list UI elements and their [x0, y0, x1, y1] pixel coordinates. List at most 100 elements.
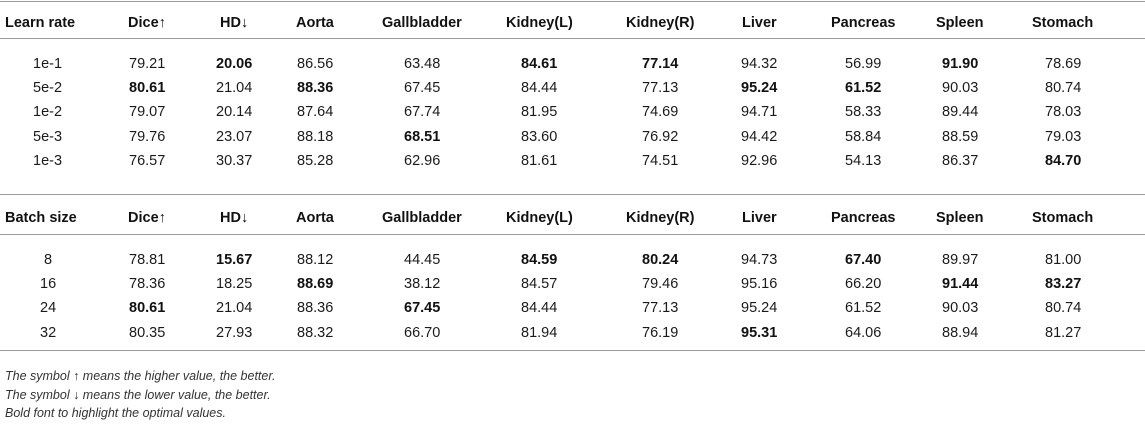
column-header: Liver: [742, 15, 777, 31]
section-header-label: Batch size: [5, 210, 77, 226]
table-cell: 81.95: [521, 104, 558, 120]
table-cell: 67.45: [404, 80, 441, 96]
table-cell: 76.57: [129, 153, 166, 169]
table-cell: 54.13: [845, 153, 882, 169]
column-header: Kidney(L): [506, 15, 573, 31]
table-cell: 15.67: [216, 252, 253, 268]
header-rule: [0, 38, 1145, 39]
table-cell: 83.60: [521, 129, 558, 145]
row-key: 16: [40, 276, 57, 292]
section-header-label: Learn rate: [5, 15, 76, 31]
table-cell: 95.24: [741, 80, 778, 96]
table-cell: 88.18: [297, 129, 334, 145]
table-cell: 92.96: [741, 153, 778, 169]
table-cell: 79.03: [1045, 129, 1082, 145]
table-cell: 80.61: [129, 80, 166, 96]
table-cell: 80.35: [129, 325, 166, 341]
row-key: 1e-1: [33, 56, 63, 72]
table-cell: 88.59: [942, 129, 979, 145]
note-line: The symbol ↓ means the lower value, the …: [5, 387, 271, 402]
column-header: Stomach: [1032, 15, 1094, 31]
table-cell: 78.81: [129, 252, 166, 268]
table-cell: 78.03: [1045, 104, 1082, 120]
table-cell: 81.27: [1045, 325, 1082, 341]
row-key: 5e-3: [33, 129, 63, 145]
table-cell: 78.69: [1045, 56, 1082, 72]
table-cell: 94.73: [741, 252, 778, 268]
table-cell: 95.24: [741, 300, 778, 316]
note-line: Bold font to highlight the optimal value…: [5, 406, 226, 420]
column-header: Aorta: [296, 210, 334, 226]
table-cell: 80.61: [129, 300, 166, 316]
table-cell: 91.44: [942, 276, 979, 292]
table-cell: 86.37: [942, 153, 979, 169]
table-cell: 81.00: [1045, 252, 1082, 268]
table-cell: 76.19: [642, 325, 679, 341]
note-line: The symbol ↑ means the higher value, the…: [5, 369, 276, 383]
table-cell: 66.20: [845, 276, 882, 292]
table-cell: 84.44: [521, 300, 558, 316]
column-header: Dice↑: [128, 15, 166, 31]
table-cell: 79.46: [642, 276, 679, 292]
row-key: 32: [40, 325, 57, 341]
table-cell: 88.36: [297, 80, 334, 96]
column-header: Kidney(R): [626, 210, 695, 226]
table-cell: 67.45: [404, 300, 441, 316]
table-cell: 68.51: [404, 129, 441, 145]
table-cell: 86.56: [297, 56, 334, 72]
column-header: Spleen: [936, 210, 984, 226]
column-header: Spleen: [936, 15, 984, 31]
table-cell: 61.52: [845, 80, 882, 96]
row-key: 5e-2: [33, 80, 63, 96]
table-cell: 88.32: [297, 325, 334, 341]
table-cell: 74.69: [642, 104, 679, 120]
table-cell: 94.42: [741, 129, 778, 145]
table-notes: The symbol ↑ means the higher value, the…: [5, 367, 276, 423]
table-cell: 74.51: [642, 153, 679, 169]
table-cell: 95.31: [741, 325, 778, 341]
column-header: Liver: [742, 210, 777, 226]
table-cell: 21.04: [216, 80, 253, 96]
table-cell: 84.59: [521, 252, 558, 268]
table-cell: 67.74: [404, 104, 441, 120]
table-bottom-rule: [0, 350, 1145, 351]
table-cell: 87.64: [297, 104, 334, 120]
table-cell: 95.16: [741, 276, 778, 292]
table-cell: 88.12: [297, 252, 334, 268]
table-cell: 80.24: [642, 252, 679, 268]
table-cell: 62.96: [404, 153, 441, 169]
table-cell: 81.94: [521, 325, 558, 341]
row-key: 1e-2: [33, 104, 63, 120]
table-cell: 77.13: [642, 80, 679, 96]
column-header: Aorta: [296, 15, 334, 31]
table-cell: 79.21: [129, 56, 166, 72]
table-cell: 67.40: [845, 252, 882, 268]
table-cell: 77.13: [642, 300, 679, 316]
row-key: 1e-3: [33, 153, 63, 169]
table-cell: 18.25: [216, 276, 253, 292]
column-header: Dice↑: [128, 210, 166, 226]
row-key: 8: [44, 252, 53, 268]
table-cell: 30.37: [216, 153, 253, 169]
table-cell: 80.74: [1045, 80, 1082, 96]
table-cell: 79.76: [129, 129, 166, 145]
table-cell: 94.71: [741, 104, 778, 120]
column-header: Pancreas: [831, 15, 896, 31]
column-header: HD↓: [220, 15, 249, 31]
table-cell: 44.45: [404, 252, 441, 268]
header-rule: [0, 234, 1145, 235]
table-cell: 56.99: [845, 56, 882, 72]
table-cell: 88.94: [942, 325, 979, 341]
table-cell: 81.61: [521, 153, 558, 169]
column-header: Gallbladder: [382, 210, 462, 226]
table-cell: 23.07: [216, 129, 253, 145]
table-cell: 89.44: [942, 104, 979, 120]
table-cell: 79.07: [129, 104, 166, 120]
column-header: Kidney(R): [626, 15, 695, 31]
table-cell: 90.03: [942, 300, 979, 316]
table-cell: 88.69: [297, 276, 334, 292]
table-cell: 58.33: [845, 104, 882, 120]
table-cell: 58.84: [845, 129, 882, 145]
section-top-rule: [0, 1, 1145, 2]
table-cell: 64.06: [845, 325, 882, 341]
